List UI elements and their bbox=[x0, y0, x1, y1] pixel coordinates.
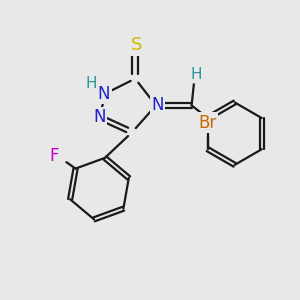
Text: S: S bbox=[131, 36, 142, 54]
Text: F: F bbox=[50, 147, 59, 165]
Text: H: H bbox=[85, 76, 97, 91]
Text: N: N bbox=[98, 85, 110, 103]
Text: H: H bbox=[190, 67, 202, 82]
Text: N: N bbox=[93, 108, 106, 126]
Text: Br: Br bbox=[199, 113, 217, 131]
Text: N: N bbox=[151, 96, 164, 114]
